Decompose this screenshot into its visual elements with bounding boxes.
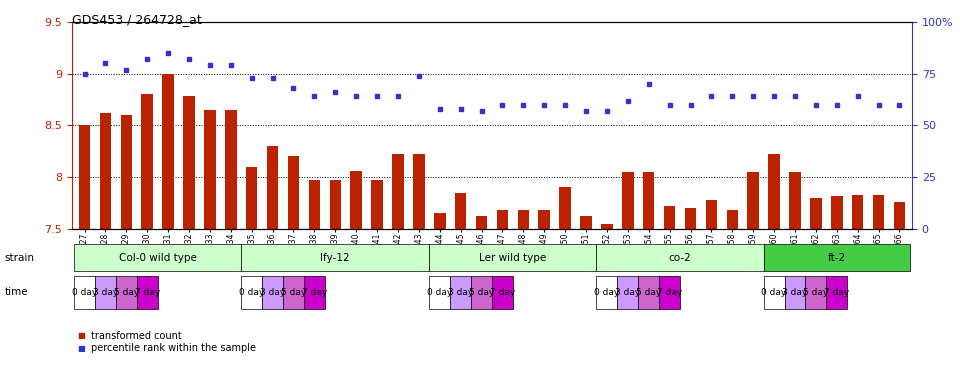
Text: percentile rank within the sample: percentile rank within the sample (91, 343, 256, 354)
Bar (784, 276, 805, 309)
Bar (810, 198, 822, 229)
Bar (455, 193, 467, 229)
Text: 5 day: 5 day (281, 288, 306, 297)
Text: 7 day: 7 day (301, 288, 327, 297)
Bar (622, 172, 634, 229)
Bar (262, 276, 283, 309)
Bar (596, 276, 617, 309)
Text: Ler wild type: Ler wild type (479, 253, 546, 263)
Text: 3 day: 3 day (448, 288, 473, 297)
Bar (304, 276, 324, 309)
Text: transformed count: transformed count (91, 331, 182, 341)
Bar (162, 74, 174, 229)
Bar (660, 276, 680, 309)
Text: co-2: co-2 (669, 253, 691, 263)
Bar (684, 208, 696, 229)
Bar (450, 276, 471, 309)
Text: 0 day: 0 day (761, 288, 786, 297)
Bar (894, 202, 905, 229)
Text: 3 day: 3 day (615, 288, 640, 297)
Text: 0 day: 0 day (427, 288, 452, 297)
Bar (246, 167, 257, 229)
Bar (539, 210, 550, 229)
Bar (288, 156, 300, 229)
Text: 7 day: 7 day (657, 288, 683, 297)
Text: GDS453 / 264728_at: GDS453 / 264728_at (72, 13, 202, 26)
Text: 0 day: 0 day (72, 288, 97, 297)
Bar (748, 172, 759, 229)
Bar (706, 200, 717, 229)
Bar (789, 172, 801, 229)
Bar (267, 146, 278, 229)
Bar (225, 110, 236, 229)
Bar (560, 187, 571, 229)
Bar (664, 206, 675, 229)
Bar (768, 154, 780, 229)
Bar (763, 244, 910, 271)
Text: ■: ■ (77, 344, 84, 353)
Text: 0 day: 0 day (239, 288, 264, 297)
Text: 7 day: 7 day (134, 288, 160, 297)
Bar (580, 216, 591, 229)
Bar (329, 180, 341, 229)
Text: strain: strain (5, 253, 35, 263)
Bar (74, 276, 95, 309)
Bar (852, 195, 863, 229)
Bar (100, 113, 111, 229)
Bar (727, 210, 738, 229)
Text: Col-0 wild type: Col-0 wild type (119, 253, 197, 263)
Bar (309, 180, 320, 229)
Bar (873, 195, 884, 229)
Bar (638, 276, 660, 309)
Bar (136, 276, 157, 309)
Bar (283, 276, 304, 309)
Bar (429, 244, 596, 271)
Bar (393, 154, 404, 229)
Bar (79, 125, 90, 229)
Bar (429, 276, 450, 309)
Text: ft-2: ft-2 (828, 253, 846, 263)
Bar (596, 244, 763, 271)
Bar (121, 115, 132, 229)
Bar (517, 210, 529, 229)
Text: 5 day: 5 day (804, 288, 828, 297)
Bar (434, 213, 445, 229)
Text: 3 day: 3 day (782, 288, 807, 297)
Text: 3 day: 3 day (260, 288, 285, 297)
Text: 3 day: 3 day (93, 288, 118, 297)
Bar (116, 276, 136, 309)
Text: 5 day: 5 day (113, 288, 139, 297)
Bar (643, 172, 655, 229)
Bar (496, 210, 508, 229)
Bar (601, 224, 612, 229)
Bar (476, 216, 488, 229)
Text: 7 day: 7 day (824, 288, 850, 297)
Bar (413, 154, 424, 229)
Text: 7 day: 7 day (490, 288, 516, 297)
Bar (805, 276, 827, 309)
Bar (183, 96, 195, 229)
Bar (372, 180, 383, 229)
Bar (74, 244, 241, 271)
Text: time: time (5, 287, 29, 298)
Bar (617, 276, 638, 309)
Bar (831, 196, 843, 229)
Bar (204, 110, 216, 229)
Text: 5 day: 5 day (636, 288, 661, 297)
Bar (763, 276, 784, 309)
Text: ■: ■ (77, 332, 84, 340)
Bar (95, 276, 116, 309)
Text: 5 day: 5 day (468, 288, 494, 297)
Text: lfy-12: lfy-12 (321, 253, 350, 263)
Bar (350, 171, 362, 229)
Bar (471, 276, 492, 309)
Bar (141, 94, 153, 229)
Bar (241, 244, 429, 271)
Bar (241, 276, 262, 309)
Text: 0 day: 0 day (594, 288, 619, 297)
Bar (827, 276, 848, 309)
Bar (492, 276, 513, 309)
